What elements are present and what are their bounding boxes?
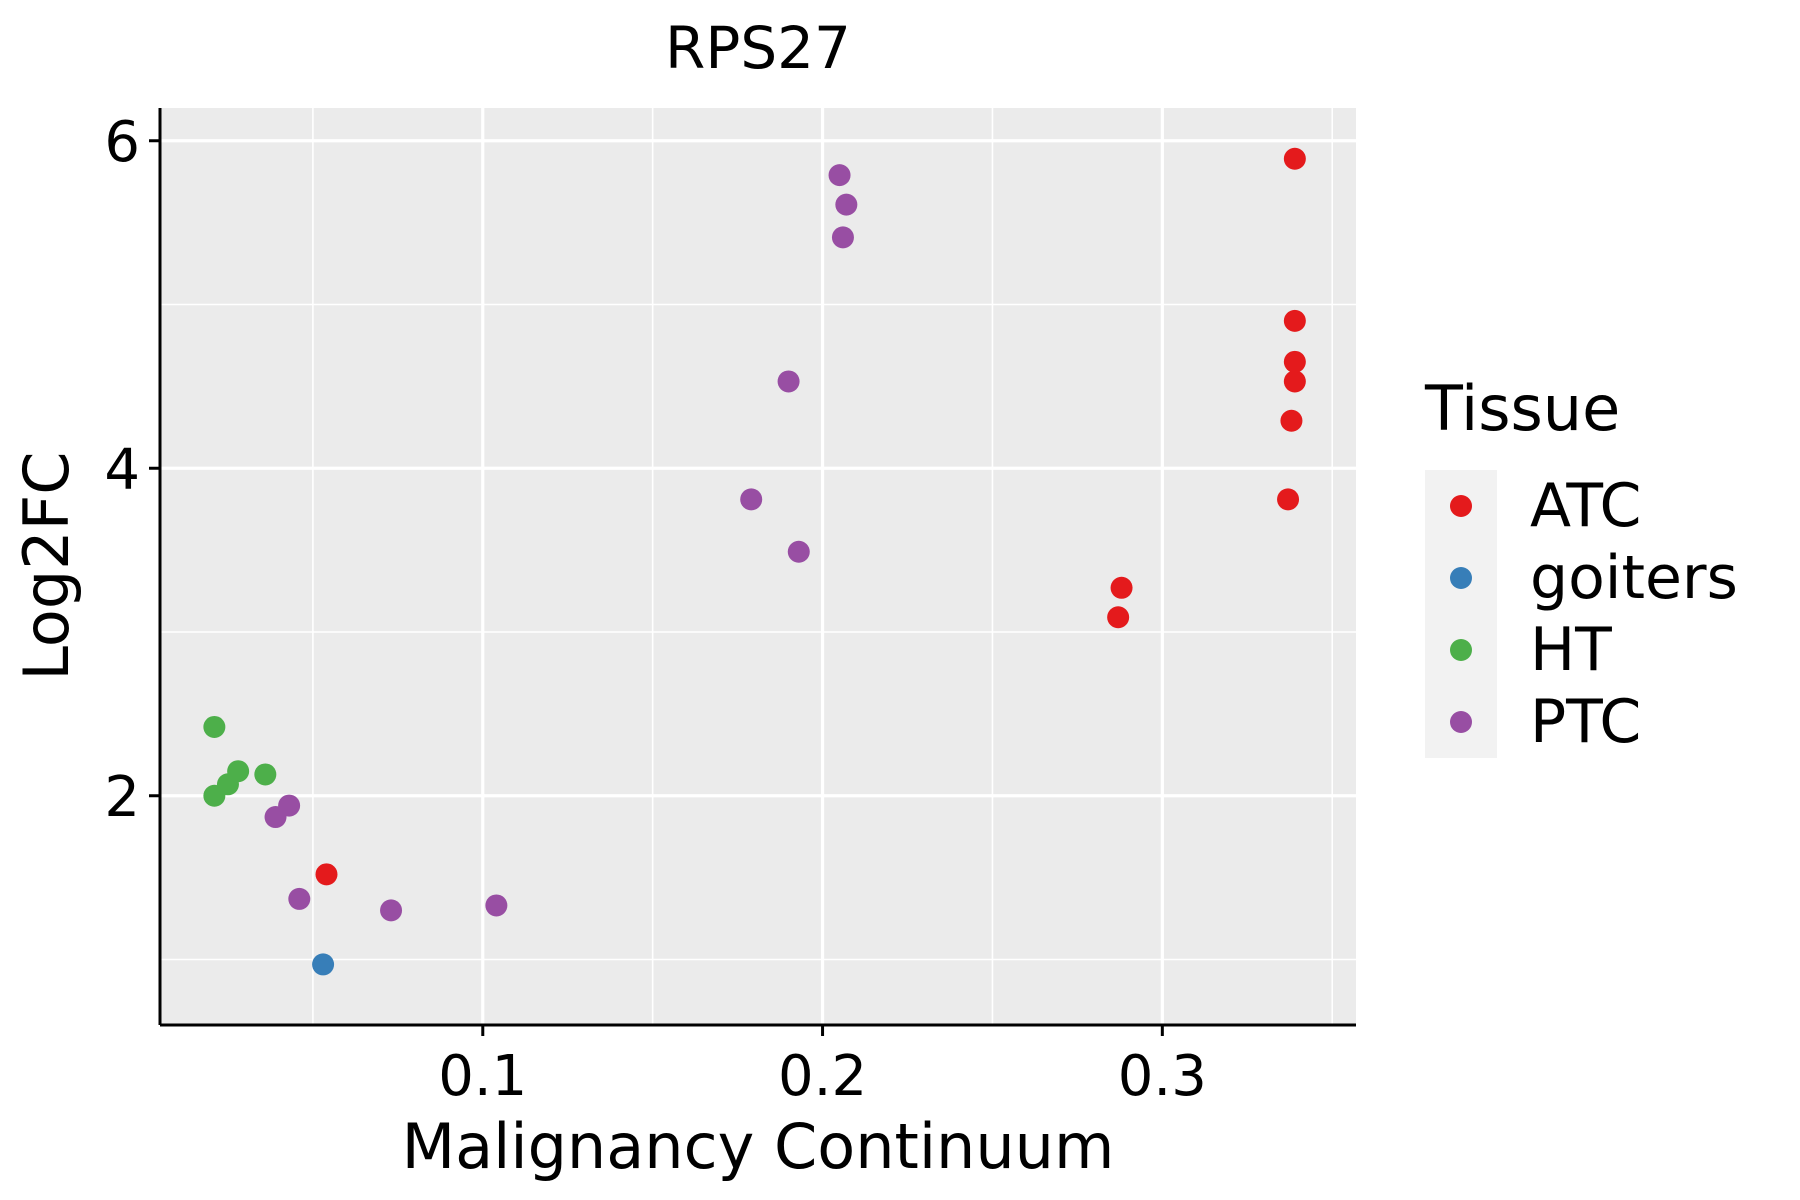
point-goiters xyxy=(312,953,335,976)
point-atc xyxy=(1283,350,1306,373)
legend-key-goiters xyxy=(1450,567,1472,589)
point-ht xyxy=(227,760,250,783)
legend-key-ht xyxy=(1450,639,1472,661)
point-atc xyxy=(1283,370,1306,393)
point-ptc xyxy=(380,899,403,922)
legend-label-ptc: PTC xyxy=(1530,687,1641,757)
point-atc xyxy=(1283,309,1306,332)
data-points xyxy=(203,147,1306,976)
legend-label-goiters: goiters xyxy=(1530,543,1738,613)
x-axis-ticks: 0.1 0.2 0.3 xyxy=(438,1025,1207,1109)
minor-gridlines xyxy=(160,108,1356,1025)
point-ptc xyxy=(288,887,311,910)
point-atc xyxy=(1283,147,1306,170)
major-gridlines xyxy=(160,108,1356,1025)
y-tick-label: 4 xyxy=(104,437,140,502)
x-tick-label: 0.1 xyxy=(438,1044,527,1109)
point-ptc xyxy=(278,794,301,817)
point-ptc xyxy=(485,894,508,917)
y-tick-label: 6 xyxy=(104,110,140,175)
y-tick-label: 2 xyxy=(104,765,140,830)
chart-title: RPS27 xyxy=(665,14,851,82)
point-ptc xyxy=(828,164,851,187)
point-atc xyxy=(1110,576,1133,599)
y-axis-label: Log2FC xyxy=(10,451,83,680)
legend-title: Tissue xyxy=(1424,372,1620,445)
point-ptc xyxy=(831,226,854,249)
point-atc xyxy=(1280,409,1303,432)
point-ptc xyxy=(740,488,763,511)
x-tick-label: 0.3 xyxy=(1118,1044,1207,1109)
legend-key-atc xyxy=(1450,495,1472,517)
plot-panel xyxy=(160,108,1356,1025)
legend-label-ht: HT xyxy=(1530,615,1612,685)
point-atc xyxy=(1107,606,1130,629)
point-ht xyxy=(203,715,226,738)
point-ht xyxy=(254,763,277,786)
point-atc xyxy=(315,863,338,886)
legend-key-ptc xyxy=(1450,711,1472,733)
point-ptc xyxy=(787,540,810,563)
y-axis-ticks: 2 4 6 xyxy=(104,110,160,830)
x-axis-label: Malignancy Continuum xyxy=(402,1110,1115,1183)
x-tick-label: 0.2 xyxy=(778,1044,867,1109)
point-atc xyxy=(1277,488,1300,511)
point-ptc xyxy=(835,193,858,216)
point-ptc xyxy=(777,370,800,393)
legend-key-background xyxy=(1425,470,1497,758)
legend-label-atc: ATC xyxy=(1530,471,1641,541)
